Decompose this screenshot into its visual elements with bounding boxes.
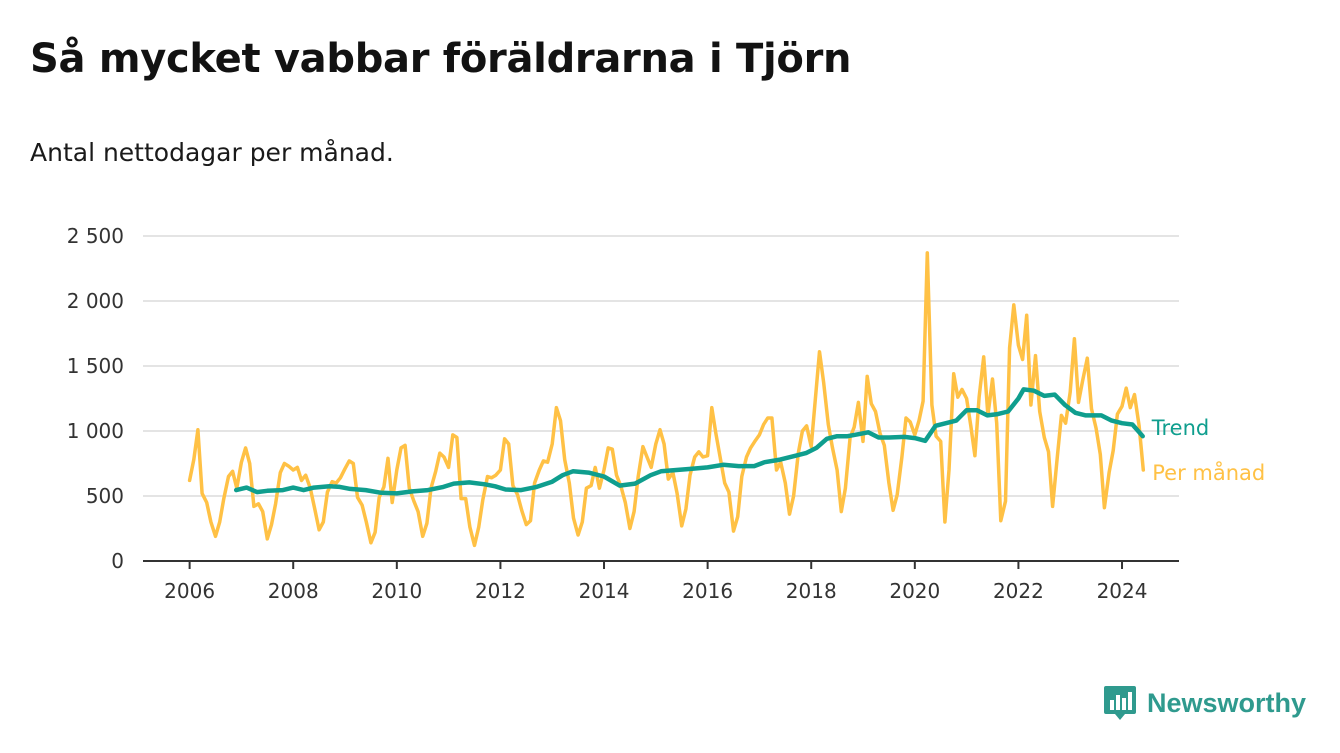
x-tick-label: 2012 [475,579,526,603]
x-tick-label: 2008 [268,579,319,603]
y-tick-label: 1 000 [67,419,124,443]
x-tick-label: 2010 [371,579,422,603]
y-axis-tick-labels: 0 500 1 000 1 500 2 000 2 500 [67,224,124,573]
trend-label: Trend [1151,416,1209,440]
x-tick-label: 2022 [993,579,1044,603]
y-tick-label: 500 [86,484,124,508]
x-tick-label: 2020 [889,579,940,603]
trend-series-line [233,387,1145,496]
x-axis: 2006 2008 2010 2012 2014 2016 2018 2020 2022 2024 [143,560,1179,603]
y-tick-label: 2 500 [67,224,124,248]
y-tick-label: 0 [111,549,124,573]
y-tick-label: 2 000 [67,289,124,313]
x-tick-label: 2016 [682,579,733,603]
x-tick-label: 2018 [786,579,837,603]
y-tick-label: 1 500 [67,354,124,378]
brand-name: Newsworthy [1147,687,1307,718]
x-tick-label: 2024 [1097,579,1148,603]
chart-series [187,251,1146,548]
series-end-labels: Trend Per månad [1151,416,1266,485]
monthly-series-line [187,251,1146,548]
monthly-label: Per månad [1152,460,1265,485]
newsworthy-logo-icon [1104,686,1136,720]
gridlines [143,235,1179,497]
chart-subtitle: Antal nettodagar per månad. [30,138,394,167]
x-tick-label: 2006 [164,579,215,603]
newsworthy-brand: Newsworthy [1103,684,1306,722]
x-tick-label: 2014 [579,579,630,603]
chart-title: Så mycket vabbar föräldrarna i Tjörn [30,36,852,82]
